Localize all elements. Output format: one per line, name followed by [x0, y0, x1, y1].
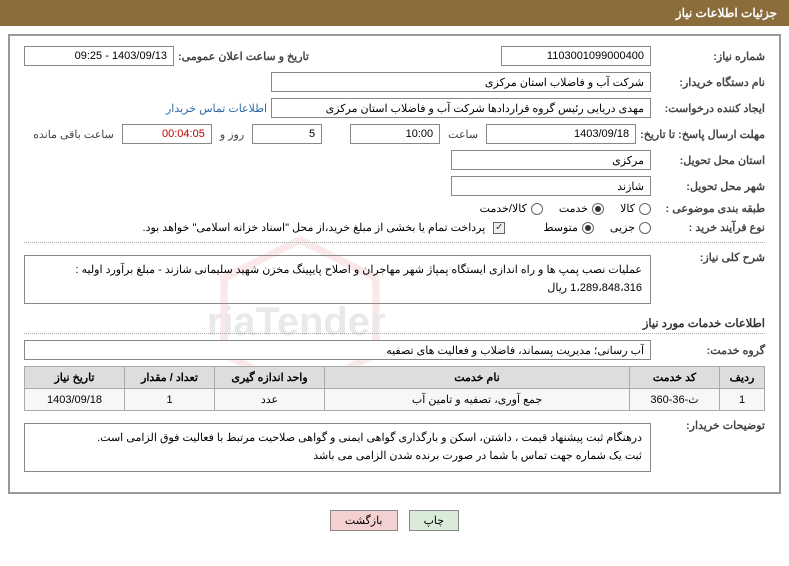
countdown-value: 00:04:05 [122, 124, 212, 144]
buyer-notes-text: درهنگام ثبت پیشنهاد قیمت ، داشتن، اسکن و… [24, 423, 651, 472]
remaining-label: ساعت باقی مانده [33, 128, 114, 141]
row-buyer-org: نام دستگاه خریدار: شرکت آب و فاضلاب استا… [24, 72, 765, 92]
td-qty: 1 [125, 389, 215, 411]
radio-minor[interactable]: جزیی [610, 221, 651, 234]
td-name: جمع آوری، تصفیه و تامین آب [325, 389, 630, 411]
deadline-time-value: 10:00 [350, 124, 440, 144]
radio-medium[interactable]: متوسط [543, 221, 594, 234]
deadline-label: مهلت ارسال پاسخ: تا تاریخ: [640, 128, 765, 141]
requester-value: مهدی دریایی رئیس گروه قراردادها شرکت آب … [271, 98, 651, 118]
summary-label: شرح کلی نیاز: [655, 251, 765, 264]
need-number-label: شماره نیاز: [655, 50, 765, 63]
row-summary: شرح کلی نیاز: عملیات نصب پمپ ها و راه ان… [24, 251, 765, 308]
buyer-org-value: شرکت آب و فاضلاب استان مرکزی [271, 72, 651, 92]
time-label: ساعت [448, 128, 478, 141]
td-row: 1 [720, 389, 765, 411]
category-radio-group: کالا خدمت کالا/خدمت [480, 202, 651, 215]
days-value: 5 [252, 124, 322, 144]
public-datetime-label: تاریخ و ساعت اعلان عمومی: [178, 50, 309, 63]
radio-goods[interactable]: کالا [620, 202, 651, 215]
need-number-value: 1103001099000400 [501, 46, 651, 66]
category-label: طبقه بندی موضوعی : [655, 202, 765, 215]
city-value: شازند [451, 176, 651, 196]
requester-label: ایجاد کننده درخواست: [655, 102, 765, 115]
row-purchase-type: نوع فرآیند خرید : جزیی متوسط پرداخت تمام… [24, 221, 765, 234]
service-group-value: آب رسانی؛ مدیریت پسماند، فاضلاب و فعالیت… [24, 340, 651, 360]
radio-goods-service[interactable]: کالا/خدمت [480, 202, 543, 215]
td-code: ث-36-360 [630, 389, 720, 411]
table-row: 1 ث-36-360 جمع آوری، تصفیه و تامین آب عد… [25, 389, 765, 411]
row-deadline: مهلت ارسال پاسخ: تا تاریخ: 1403/09/18 سا… [24, 124, 765, 144]
buyer-notes-label: توضیحات خریدار: [655, 419, 765, 432]
th-qty: تعداد / مقدار [125, 367, 215, 389]
print-button[interactable]: چاپ [409, 510, 460, 531]
row-requester: ایجاد کننده درخواست: مهدی دریایی رئیس گر… [24, 98, 765, 118]
th-code: کد خدمت [630, 367, 720, 389]
service-info-title: اطلاعات خدمات مورد نیاز [24, 316, 765, 334]
payment-checkbox[interactable] [493, 222, 505, 234]
row-category: طبقه بندی موضوعی : کالا خدمت کالا/خدمت [24, 202, 765, 215]
radio-circle-icon [531, 203, 543, 215]
row-province: استان محل تحویل: مرکزی [24, 150, 765, 170]
page-header: جزئیات اطلاعات نیاز [0, 0, 789, 26]
summary-text: عملیات نصب پمپ ها و راه اندازی ایستگاه پ… [24, 255, 651, 304]
td-date: 1403/09/18 [25, 389, 125, 411]
day-and-label: روز و [220, 128, 244, 141]
radio-circle-icon [592, 203, 604, 215]
td-unit: عدد [215, 389, 325, 411]
radio-circle-icon [639, 203, 651, 215]
purchase-type-label: نوع فرآیند خرید : [655, 221, 765, 234]
row-service-group: گروه خدمت: آب رسانی؛ مدیریت پسماند، فاضل… [24, 340, 765, 360]
th-row: ردیف [720, 367, 765, 389]
buyer-org-label: نام دستگاه خریدار: [655, 76, 765, 89]
footer-buttons: چاپ بازگشت [0, 502, 789, 535]
radio-circle-icon [582, 222, 594, 234]
back-button[interactable]: بازگشت [330, 510, 398, 531]
radio-circle-icon [639, 222, 651, 234]
payment-note-text: پرداخت تمام یا بخشی از مبلغ خرید،از محل … [143, 221, 486, 234]
radio-service[interactable]: خدمت [559, 202, 604, 215]
table-header-row: ردیف کد خدمت نام خدمت واحد اندازه گیری ت… [25, 367, 765, 389]
deadline-date-value: 1403/09/18 [486, 124, 636, 144]
row-city: شهر محل تحویل: شازند [24, 176, 765, 196]
public-datetime-value: 1403/09/13 - 09:25 [24, 46, 174, 66]
th-name: نام خدمت [325, 367, 630, 389]
main-panel: AriaTender شماره نیاز: 1103001099000400 … [8, 34, 781, 494]
services-table: ردیف کد خدمت نام خدمت واحد اندازه گیری ت… [24, 366, 765, 411]
province-label: استان محل تحویل: [655, 154, 765, 167]
city-label: شهر محل تحویل: [655, 180, 765, 193]
province-value: مرکزی [451, 150, 651, 170]
purchase-type-radio-group: جزیی متوسط [543, 221, 651, 234]
contact-link[interactable]: اطلاعات تماس خریدار [166, 102, 267, 115]
row-need-number: شماره نیاز: 1103001099000400 تاریخ و ساع… [24, 46, 765, 66]
th-unit: واحد اندازه گیری [215, 367, 325, 389]
th-date: تاریخ نیاز [25, 367, 125, 389]
page-title: جزئیات اطلاعات نیاز [676, 6, 777, 20]
row-buyer-notes: توضیحات خریدار: درهنگام ثبت پیشنهاد قیمت… [24, 419, 765, 476]
service-group-label: گروه خدمت: [655, 344, 765, 357]
